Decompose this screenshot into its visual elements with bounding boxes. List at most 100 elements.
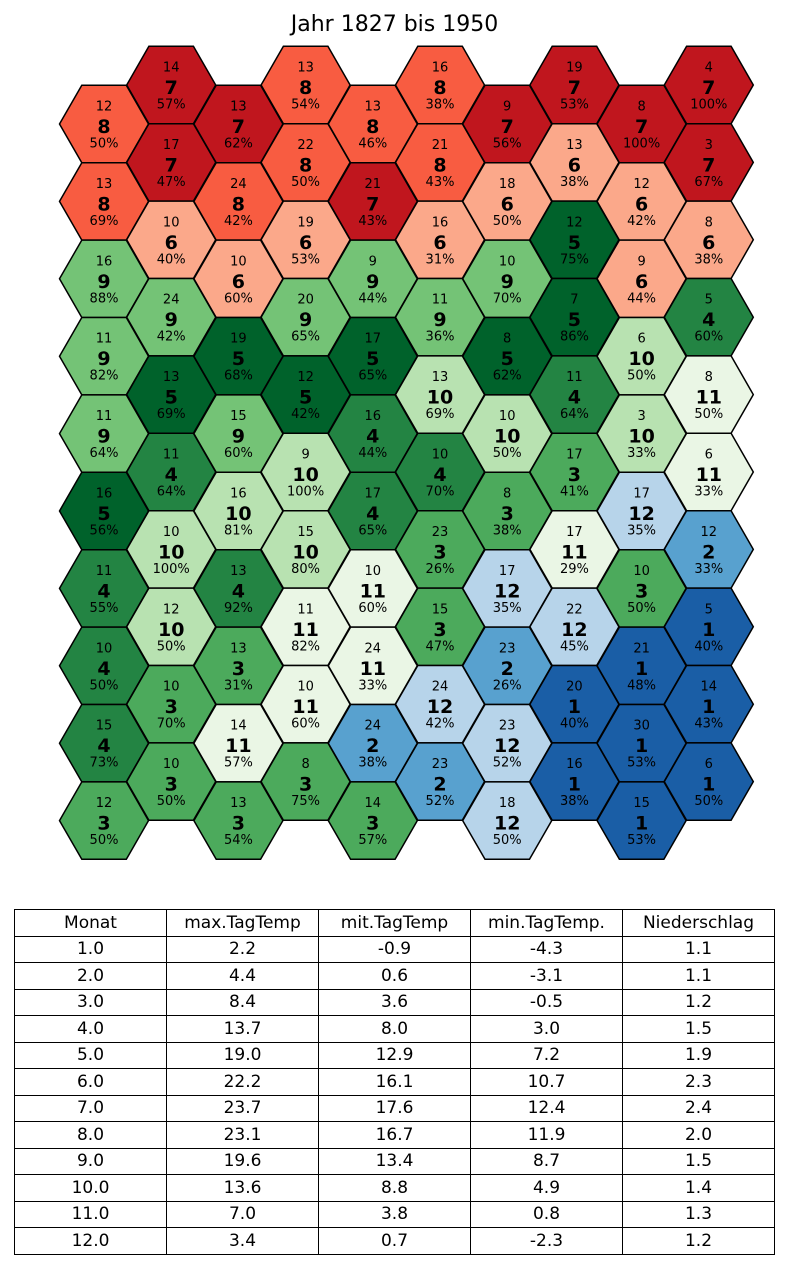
hex-count-label: 10 bbox=[96, 641, 113, 656]
cell-mit-temp: 0.6 bbox=[318, 962, 471, 990]
hex-count-label: 16 bbox=[566, 757, 583, 772]
hex-month-label: 11 bbox=[696, 387, 722, 409]
hex-count-label: 16 bbox=[432, 215, 449, 230]
hex-percent-label: 100% bbox=[287, 485, 324, 500]
hex-count-label: 11 bbox=[163, 448, 180, 463]
hex-count-label: 15 bbox=[297, 525, 314, 540]
hex-month-label: 8 bbox=[433, 77, 446, 99]
cell-niederschlag: 1.1 bbox=[622, 962, 775, 990]
cell-niederschlag: 1.3 bbox=[622, 1200, 775, 1228]
hex-month-label: 6 bbox=[299, 232, 312, 254]
hex-percent-label: 56% bbox=[90, 524, 119, 539]
hex-month-label: 4 bbox=[232, 580, 245, 602]
hex-count-label: 24 bbox=[432, 680, 449, 695]
hex-month-label: 2 bbox=[366, 735, 379, 757]
hex-count-label: 11 bbox=[566, 370, 583, 385]
hex-month-label: 3 bbox=[232, 813, 245, 835]
hex-percent-label: 38% bbox=[358, 756, 387, 771]
hex-count-label: 19 bbox=[297, 215, 314, 230]
hex-percent-label: 53% bbox=[627, 756, 656, 771]
hex-month-label: 7 bbox=[501, 116, 514, 138]
hex-percent-label: 100% bbox=[623, 137, 660, 152]
hex-count-label: 13 bbox=[432, 370, 449, 385]
hex-month-label: 1 bbox=[568, 696, 581, 718]
hex-month-label: 11 bbox=[225, 735, 251, 757]
hex-count-label: 14 bbox=[230, 719, 247, 734]
hex-month-label: 1 bbox=[702, 774, 715, 796]
cell-mit-temp: 0.7 bbox=[318, 1227, 471, 1255]
hex-percent-label: 50% bbox=[157, 794, 186, 809]
cell-min-temp: 0.8 bbox=[470, 1200, 623, 1228]
table-row: 3.0 8.4 3.6 -0.5 1.2 bbox=[14, 988, 775, 1016]
hex-month-label: 12 bbox=[494, 580, 520, 602]
hex-month-label: 1 bbox=[635, 658, 648, 680]
hex-cell: 15 347% bbox=[394, 587, 486, 667]
cell-min-temp: 8.7 bbox=[470, 1147, 623, 1175]
hex-month-label: 2 bbox=[702, 541, 715, 563]
hex-month-label: 6 bbox=[232, 271, 245, 293]
hex-month-label: 9 bbox=[501, 271, 514, 293]
hex-count-label: 21 bbox=[365, 177, 382, 192]
hex-count-label: 10 bbox=[163, 757, 180, 772]
hex-count-label: 12 bbox=[96, 796, 113, 811]
hex-percent-label: 65% bbox=[291, 330, 320, 345]
hex-month-label: 5 bbox=[366, 348, 379, 370]
cell-min-temp: -4.3 bbox=[470, 935, 623, 963]
hex-percent-label: 50% bbox=[493, 446, 522, 461]
hex-month-label: 8 bbox=[366, 116, 379, 138]
hex-month-label: 7 bbox=[568, 77, 581, 99]
hex-month-label: 1 bbox=[635, 813, 648, 835]
hex-count-label: 22 bbox=[566, 602, 583, 617]
hex-percent-label: 29% bbox=[560, 562, 589, 577]
hex-cell: 13 331% bbox=[193, 626, 284, 706]
hex-percent-label: 50% bbox=[627, 369, 656, 384]
hex-percent-label: 60% bbox=[224, 446, 253, 461]
hex-count-label: 24 bbox=[163, 293, 180, 308]
hex-month-label: 5 bbox=[232, 348, 245, 370]
hex-percent-label: 57% bbox=[224, 756, 253, 771]
hex-count-label: 5 bbox=[705, 602, 713, 617]
hex-percent-label: 42% bbox=[291, 407, 320, 422]
hex-count-label: 10 bbox=[499, 409, 516, 424]
col-header-niederschlag: Niederschlag bbox=[622, 909, 775, 937]
hex-percent-label: 42% bbox=[627, 214, 656, 229]
col-header-min-temp: min.TagTemp. bbox=[470, 909, 623, 937]
hex-month-label: 3 bbox=[501, 503, 514, 525]
hex-count-label: 12 bbox=[96, 100, 113, 115]
hex-month-label: 7 bbox=[366, 193, 379, 215]
cell-niederschlag: 1.2 bbox=[622, 1227, 775, 1255]
hex-percent-label: 67% bbox=[694, 175, 723, 190]
cell-min-temp: 3.0 bbox=[470, 1015, 623, 1043]
hex-percent-label: 54% bbox=[224, 833, 253, 848]
hex-percent-label: 57% bbox=[157, 98, 186, 113]
hex-count-label: 12 bbox=[163, 602, 180, 617]
hex-percent-label: 47% bbox=[426, 639, 455, 654]
hex-count-label: 4 bbox=[705, 61, 713, 76]
hex-month-label: 3 bbox=[433, 541, 446, 563]
hex-month-label: 12 bbox=[561, 619, 587, 641]
table-row: 12.0 3.4 0.7 -2.3 1.2 bbox=[14, 1227, 775, 1255]
hex-percent-label: 43% bbox=[426, 175, 455, 190]
hex-month-label: 9 bbox=[97, 271, 110, 293]
hex-percent-label: 65% bbox=[358, 524, 387, 539]
hex-count-label: 10 bbox=[163, 525, 180, 540]
hex-count-label: 24 bbox=[230, 177, 247, 192]
hex-count-label: 15 bbox=[633, 796, 650, 811]
hex-month-label: 7 bbox=[702, 154, 715, 176]
hex-count-label: 13 bbox=[230, 100, 247, 115]
cell-niederschlag: 2.3 bbox=[622, 1068, 775, 1096]
cell-monat: 4.0 bbox=[14, 1015, 167, 1043]
cell-mit-temp: 8.0 bbox=[318, 1015, 471, 1043]
hex-count-label: 12 bbox=[701, 525, 718, 540]
hex-percent-label: 50% bbox=[90, 678, 119, 693]
cell-monat: 2.0 bbox=[14, 962, 167, 990]
hex-month-label: 12 bbox=[494, 813, 520, 835]
